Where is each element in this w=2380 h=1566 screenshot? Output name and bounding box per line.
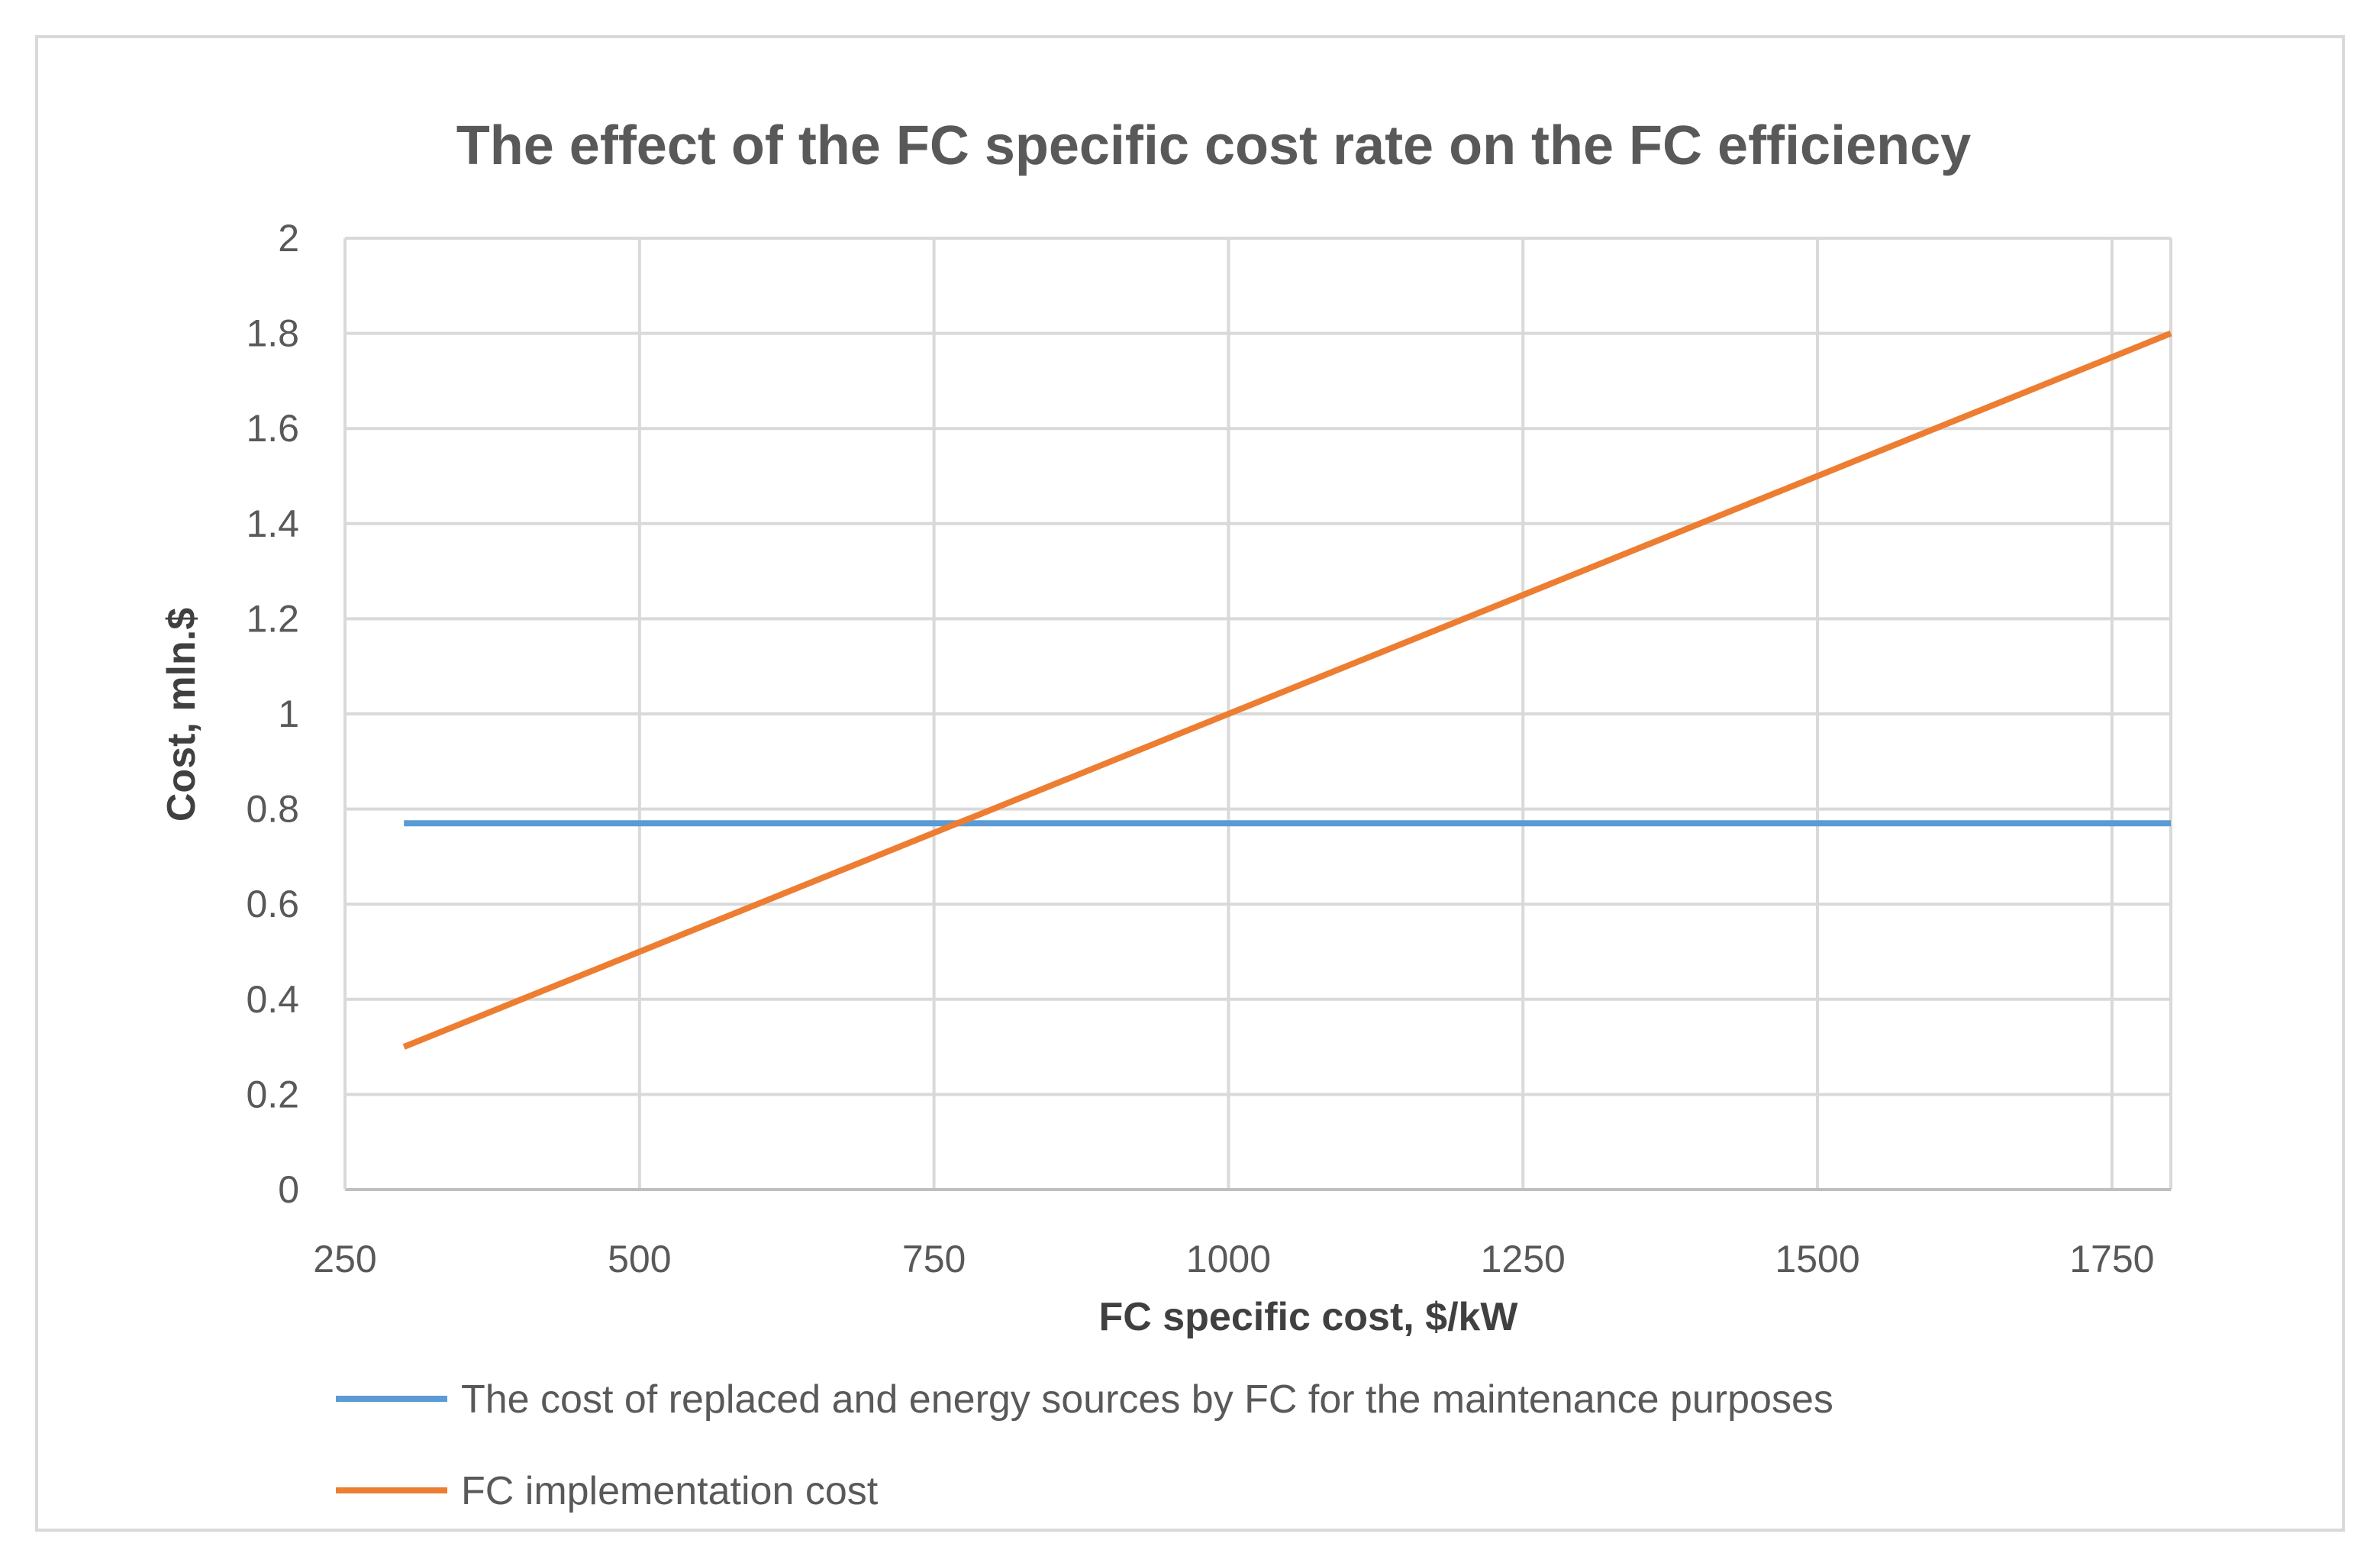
x-tick-label: 1000: [1186, 1238, 1271, 1280]
legend: The cost of replaced and energy sources …: [336, 1377, 1833, 1513]
y-tick-label: 1.4: [246, 502, 299, 545]
chart-title: The effect of the FC specific cost rate …: [456, 115, 1971, 176]
x-tick-label: 1750: [2069, 1238, 2154, 1280]
y-tick-label: 0.8: [246, 788, 299, 831]
y-tick-label: 1.6: [246, 407, 299, 450]
series-lines: [402, 330, 2172, 1050]
grid: [345, 237, 2172, 1190]
x-tick-label: 750: [902, 1238, 966, 1280]
y-axis-title: Cost, mln.$: [160, 608, 204, 822]
x-tick-label: 1500: [1775, 1238, 1859, 1280]
y-tick-label: 0.6: [246, 883, 299, 925]
x-axis-title: FC specific cost, $/kW: [1098, 1295, 1518, 1339]
legend-label-2: FC implementation cost: [461, 1469, 879, 1513]
y-tick-label: 1.2: [246, 597, 299, 640]
y-tick-label: 2: [278, 217, 299, 260]
y-tick-label: 1: [278, 693, 299, 735]
series-line-2: [402, 330, 2172, 1050]
x-tick-label: 500: [608, 1238, 671, 1280]
tick-labels: 0 0.2 0.4 0.6 0.8 1 1.2 1.4 1.6 1.8 2 250 500 750 1000…: [246, 217, 2154, 1280]
chart-frame: [35, 35, 2345, 1532]
y-tick-label: 0.2: [246, 1073, 299, 1116]
y-tick-label: 1.8: [246, 312, 299, 355]
x-tick-label: 1250: [1481, 1238, 1566, 1280]
y-tick-label: 0: [278, 1168, 299, 1211]
x-tick-label: 250: [313, 1238, 376, 1280]
y-tick-label: 0.4: [246, 978, 299, 1021]
legend-label-1: The cost of replaced and energy sources …: [461, 1377, 1833, 1422]
axes: [343, 238, 2171, 1191]
